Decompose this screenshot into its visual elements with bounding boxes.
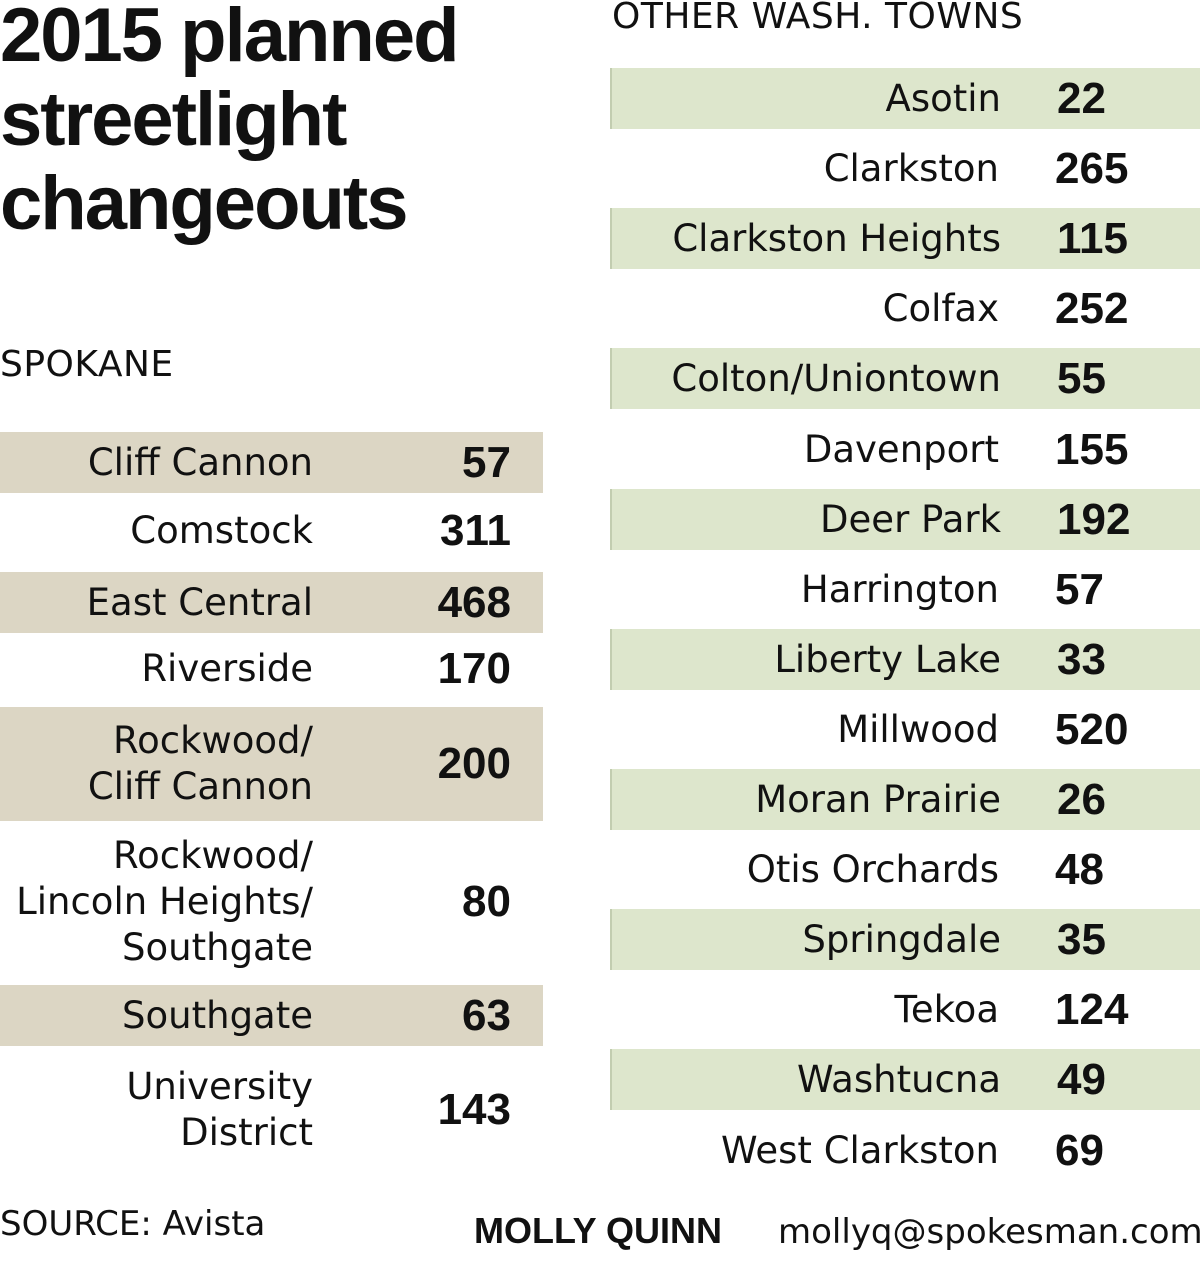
chart-title: 2015 planned streetlight changeouts <box>0 0 560 246</box>
area-name: Asotin <box>885 76 1001 120</box>
area-name: Rockwood/Cliff Cannon <box>87 719 313 808</box>
table-row: Washtucna 49 <box>610 1049 1200 1110</box>
table-row: Cliff Cannon 57 <box>0 432 543 493</box>
changeout-count: 155 <box>1055 424 1129 474</box>
table-row: Liberty Lake 33 <box>610 629 1200 690</box>
area-name: Cliff Cannon <box>87 440 313 484</box>
changeout-count: 57 <box>1055 564 1104 614</box>
table-row: Harrington 57 <box>610 559 1200 620</box>
area-name: Clarkston <box>823 146 999 190</box>
changeout-count: 69 <box>1055 1125 1104 1175</box>
table-row: University District 143 <box>0 1056 543 1164</box>
area-name: Comstock <box>130 509 313 552</box>
area-name: Deer Park <box>820 497 1001 541</box>
changeout-count: 33 <box>1057 634 1106 684</box>
area-name: Millwood <box>837 707 999 751</box>
changeout-count: 200 <box>437 739 511 788</box>
table-row: Rockwood/Cliff Cannon 200 <box>0 707 543 821</box>
changeout-count: 143 <box>437 1085 511 1134</box>
area-name: Davenport <box>803 427 999 471</box>
table-row: Asotin 22 <box>610 68 1200 129</box>
table-row: Clarkston Heights 115 <box>610 208 1200 269</box>
author-email: mollyq@spokesman.com <box>778 1212 1200 1252</box>
changeout-count: 252 <box>1055 283 1129 333</box>
changeout-count: 57 <box>462 437 511 487</box>
byline: MOLLY QUINN <box>474 1210 723 1251</box>
changeout-count: 55 <box>1057 353 1106 403</box>
area-name: Tekoa <box>894 987 1000 1031</box>
table-row: Davenport 155 <box>610 419 1200 480</box>
table-row: Southgate 63 <box>0 985 543 1046</box>
title-line-1: 2015 planned <box>0 0 460 78</box>
table-row: Rockwood/Lincoln Heights/Southgate 80 <box>0 828 543 976</box>
area-name: Harrington <box>800 567 999 611</box>
changeout-count: 468 <box>437 577 511 627</box>
changeout-count: 192 <box>1057 494 1131 544</box>
area-name: Moran Prairie <box>755 777 1001 821</box>
changeout-count: 311 <box>440 506 511 555</box>
area-name: University District <box>126 1065 313 1154</box>
table-row: Comstock 311 <box>0 502 543 560</box>
table-row: Deer Park 192 <box>610 489 1200 550</box>
changeout-count: 115 <box>1057 213 1128 263</box>
area-name: Springdale <box>802 917 1001 961</box>
changeout-count: 35 <box>1057 914 1106 964</box>
area-name: Colfax <box>882 286 999 330</box>
table-row: Springdale 35 <box>610 909 1200 970</box>
area-name: West Clarkston <box>720 1128 999 1172</box>
source-credit: SOURCE: Avista <box>0 1204 266 1244</box>
table-row: East Central 468 <box>0 572 543 633</box>
changeout-count: 63 <box>462 990 511 1040</box>
table-row: Colton/Uniontown 55 <box>610 348 1200 409</box>
other-towns-section-label: OTHER WASH. TOWNS <box>612 0 1024 37</box>
area-name: Southgate <box>122 993 313 1037</box>
area-name: Otis Orchards <box>746 847 999 891</box>
table-row: Riverside 170 <box>0 640 543 698</box>
table-row: Moran Prairie 26 <box>610 769 1200 830</box>
changeout-count: 265 <box>1055 143 1129 193</box>
changeout-count: 170 <box>437 644 511 693</box>
changeout-count: 26 <box>1057 774 1106 824</box>
area-name: Rockwood/Lincoln Heights/Southgate <box>16 834 313 969</box>
table-row: Colfax 252 <box>610 278 1200 339</box>
title-line-2: streetlight <box>0 77 347 162</box>
changeout-count: 80 <box>462 877 511 926</box>
changeout-count: 520 <box>1055 704 1129 754</box>
title-line-3: changeouts <box>0 161 409 246</box>
changeout-count: 124 <box>1055 984 1129 1034</box>
spokane-section-label: SPOKANE <box>0 344 174 385</box>
table-row: West Clarkston 69 <box>610 1120 1200 1181</box>
area-name: Clarkston Heights <box>672 216 1001 260</box>
changeout-count: 49 <box>1057 1054 1106 1104</box>
area-name: Riverside <box>141 647 313 690</box>
table-row: Millwood 520 <box>610 699 1200 760</box>
table-row: Otis Orchards 48 <box>610 839 1200 900</box>
area-name: East Central <box>86 580 313 624</box>
table-row: Tekoa 124 <box>610 979 1200 1040</box>
changeout-count: 22 <box>1057 73 1106 123</box>
area-name: Washtucna <box>796 1057 1001 1101</box>
area-name: Colton/Uniontown <box>671 356 1001 400</box>
area-name: Liberty Lake <box>774 637 1001 681</box>
table-row: Clarkston 265 <box>610 138 1200 199</box>
changeout-count: 48 <box>1055 844 1104 894</box>
